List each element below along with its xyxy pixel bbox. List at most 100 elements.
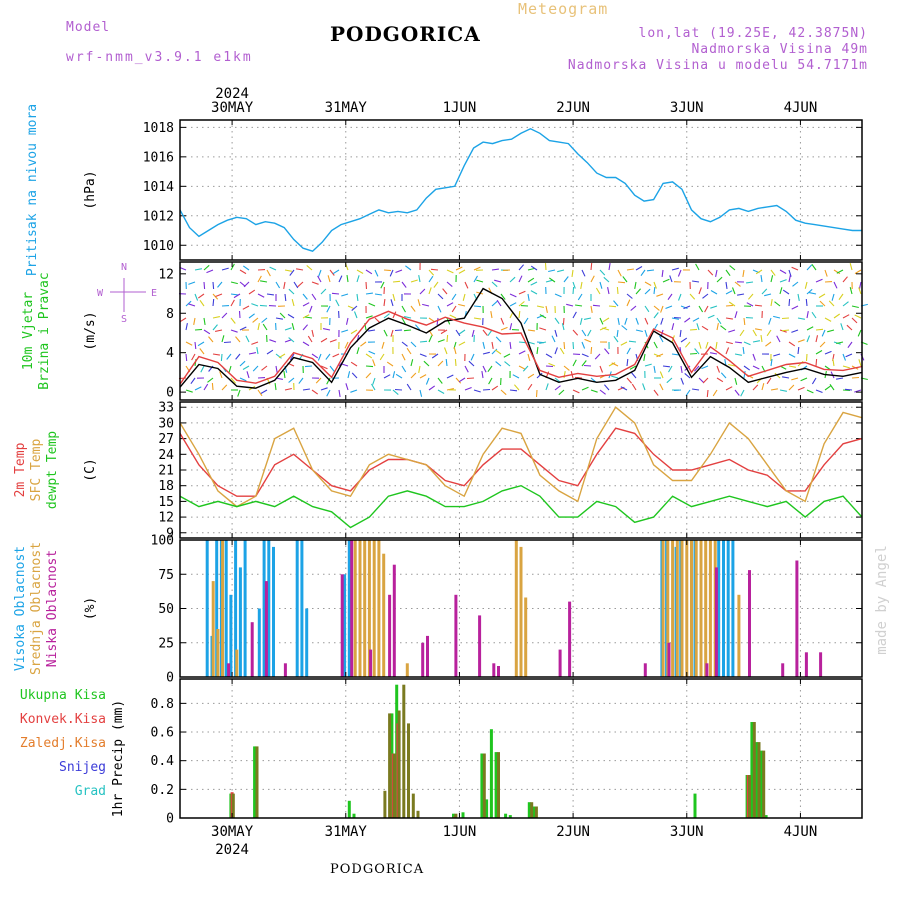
wind-arrow — [653, 353, 661, 358]
wind-arrow — [572, 281, 576, 289]
panel-label: Niska Oblacnost — [45, 550, 60, 667]
wind-arrow — [770, 359, 773, 367]
wind-arrow — [311, 281, 319, 285]
wind-arrow — [302, 302, 310, 307]
wind-arrow — [824, 385, 831, 391]
bar — [722, 540, 725, 677]
bar — [253, 746, 257, 818]
wind-arrow — [230, 281, 238, 285]
wind-arrow — [815, 335, 819, 343]
wind-arrow — [635, 329, 643, 333]
wind-arrow — [311, 389, 319, 395]
wind-arrow — [743, 341, 751, 346]
model-elevation: Nadmorska Visina u modelu 54.7171m — [567, 58, 868, 73]
panel-precipitation: 0 0.2 0.4 0.6 0.8 Ukupna Kisa Konvek.Kisa Zaled… — [20, 678, 863, 827]
wind-arrow — [689, 293, 696, 300]
wind-arrow — [595, 287, 601, 295]
bar — [264, 581, 268, 677]
wind-arrow — [677, 269, 682, 277]
wind-arrow — [599, 269, 606, 276]
wind-arrow — [350, 329, 358, 335]
wind-arrow — [791, 266, 799, 271]
wind-arrow — [284, 293, 287, 302]
wind-arrow — [418, 274, 421, 283]
wind-arrow — [194, 328, 203, 331]
y-tick-label: 12 — [158, 267, 174, 282]
wind-arrow — [811, 377, 817, 385]
wind-arrow — [774, 301, 781, 307]
wind-arrow — [185, 341, 193, 346]
wind-arrow — [302, 341, 310, 347]
wind-arrow — [797, 317, 806, 320]
wind-arrow — [574, 376, 583, 379]
wind-arrow — [698, 377, 705, 384]
wind-arrow — [765, 341, 772, 347]
wind-arrow — [491, 268, 499, 271]
wind-arrow — [746, 281, 754, 284]
wind-arrow — [230, 299, 235, 307]
bar — [238, 567, 242, 677]
wind-arrow — [214, 329, 223, 332]
wind-arrow — [755, 269, 763, 275]
wind-arrow — [805, 353, 808, 362]
wind-arrow — [583, 364, 592, 367]
wind-arrow — [482, 351, 490, 355]
wind-arrow — [734, 389, 740, 396]
wind-arrow — [199, 299, 205, 307]
bar — [358, 540, 362, 677]
wind-arrow — [851, 317, 858, 324]
wind-arrow — [671, 353, 679, 356]
wind-arrow — [230, 329, 238, 333]
wind-arrow — [854, 389, 862, 393]
wind-arrow — [776, 335, 781, 343]
wind-arrow — [329, 339, 337, 343]
bar — [708, 540, 712, 677]
bar — [405, 663, 409, 677]
wind-arrow — [705, 341, 709, 349]
year-label-bottom: 2024 — [215, 842, 249, 858]
wind-arrow — [318, 269, 322, 277]
wind-arrow — [527, 329, 535, 332]
wind-arrow — [851, 305, 859, 309]
wind-arrow — [410, 372, 417, 379]
bar — [667, 642, 671, 678]
wind-arrow — [228, 365, 232, 373]
bar — [819, 652, 823, 677]
wind-arrow — [626, 377, 633, 384]
wind-arrow — [725, 347, 730, 355]
wind-arrow — [599, 365, 604, 373]
wind-arrow — [353, 311, 358, 319]
wind-arrow — [613, 335, 619, 343]
y-tick-label: 1016 — [143, 150, 174, 165]
wind-arrow — [653, 312, 659, 319]
y-tick-label: 50 — [158, 602, 174, 617]
wind-arrow — [827, 329, 835, 333]
bar — [350, 540, 354, 677]
wind-arrow — [284, 269, 293, 272]
bar — [671, 540, 675, 677]
wind-arrow — [298, 377, 304, 384]
wind-arrow — [695, 263, 700, 271]
bar — [382, 553, 386, 677]
wind-arrow — [374, 317, 381, 324]
panel-label: SFC Temp — [29, 439, 44, 502]
wind-arrow — [566, 303, 574, 307]
wind-arrow — [239, 377, 247, 382]
wind-arrow — [423, 360, 430, 367]
wind-arrow — [806, 264, 813, 271]
wind-arrow — [365, 292, 373, 295]
wind-arrow — [725, 281, 728, 289]
wind-arrow — [768, 317, 772, 325]
wind-arrow — [351, 305, 358, 312]
wind-arrow — [451, 305, 457, 313]
wind-arrow — [347, 305, 355, 310]
wind-arrow — [203, 329, 211, 335]
wind-arrow — [395, 269, 403, 274]
wind-arrow — [230, 377, 237, 384]
bar — [666, 540, 670, 677]
wind-arrow — [698, 341, 702, 349]
wind-arrow — [471, 329, 475, 337]
wind-arrow — [659, 371, 664, 379]
wind-arrow — [504, 361, 511, 367]
wind-arrow — [779, 269, 787, 274]
